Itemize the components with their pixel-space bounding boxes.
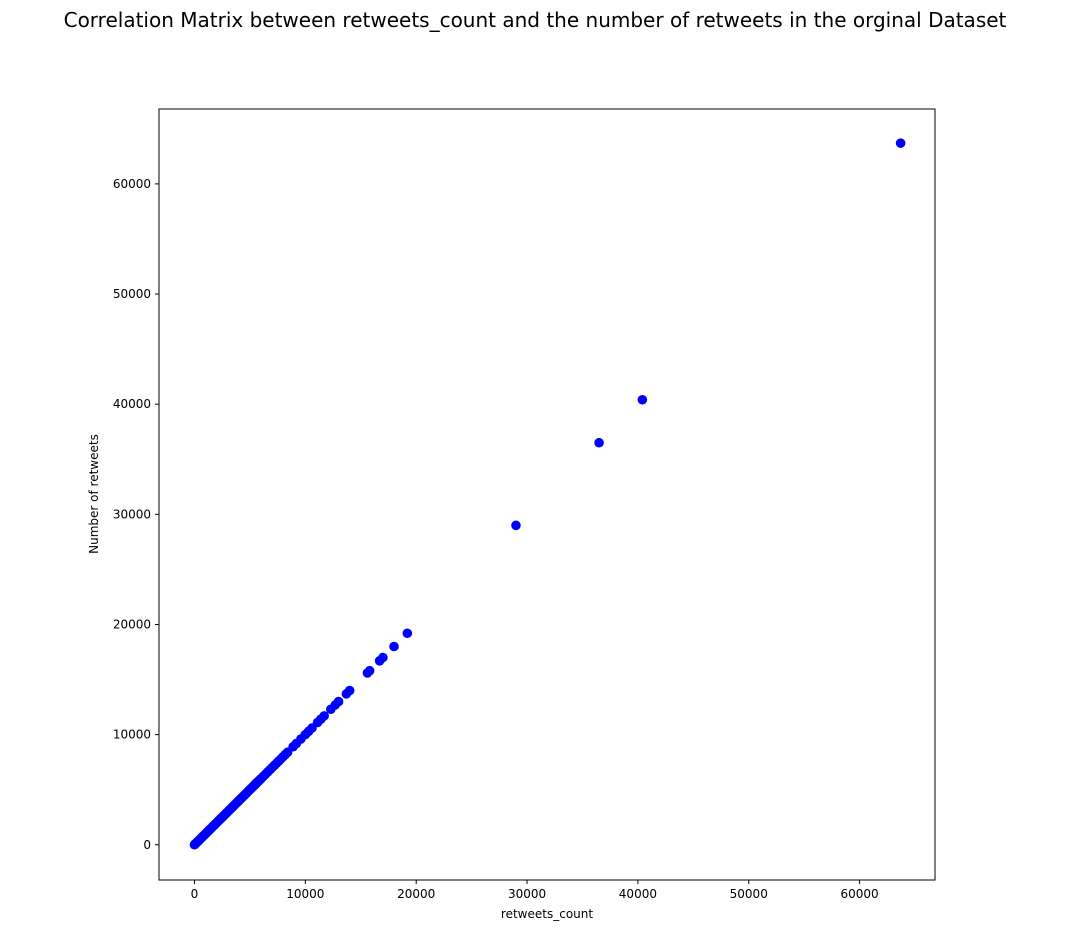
y-tick-label: 30000 <box>113 507 151 521</box>
scatter-point <box>378 652 388 663</box>
y-tick-label: 0 <box>143 838 151 852</box>
x-tick-label: 0 <box>191 887 199 901</box>
scatter-point <box>637 394 648 405</box>
y-tick-label: 50000 <box>113 287 151 301</box>
x-tick-label: 20000 <box>397 887 435 901</box>
chart-title: Correlation Matrix between retweets_coun… <box>63 8 1007 32</box>
scatter-point <box>402 628 413 639</box>
scatter-point <box>364 665 375 676</box>
scatter-point <box>895 138 906 148</box>
y-tick-label: 40000 <box>113 397 151 411</box>
x-axis-label: retweets_count <box>501 907 593 921</box>
x-tick-label: 30000 <box>508 887 546 901</box>
scatter-point <box>344 685 355 696</box>
plot-frame <box>158 108 936 881</box>
scatter-point <box>319 711 329 721</box>
scatter-points <box>189 138 906 850</box>
y-axis: 0 10000 20000 30000 40000 50000 60000 <box>113 177 159 852</box>
x-tick-label: 50000 <box>730 887 768 901</box>
x-tick-label: 40000 <box>619 887 657 901</box>
scatter-point <box>389 641 399 652</box>
y-axis-label: Number of retweets <box>87 434 101 554</box>
scatter-point <box>511 520 521 531</box>
y-tick-label: 20000 <box>113 617 151 631</box>
x-tick-label: 60000 <box>841 887 879 901</box>
y-tick-label: 10000 <box>113 728 151 742</box>
scatter-point <box>594 437 604 448</box>
x-tick-label: 10000 <box>286 887 324 901</box>
x-axis: 0 10000 20000 30000 40000 50000 60000 <box>191 880 879 901</box>
y-tick-label: 60000 <box>113 177 151 191</box>
scatter-point <box>333 696 344 707</box>
